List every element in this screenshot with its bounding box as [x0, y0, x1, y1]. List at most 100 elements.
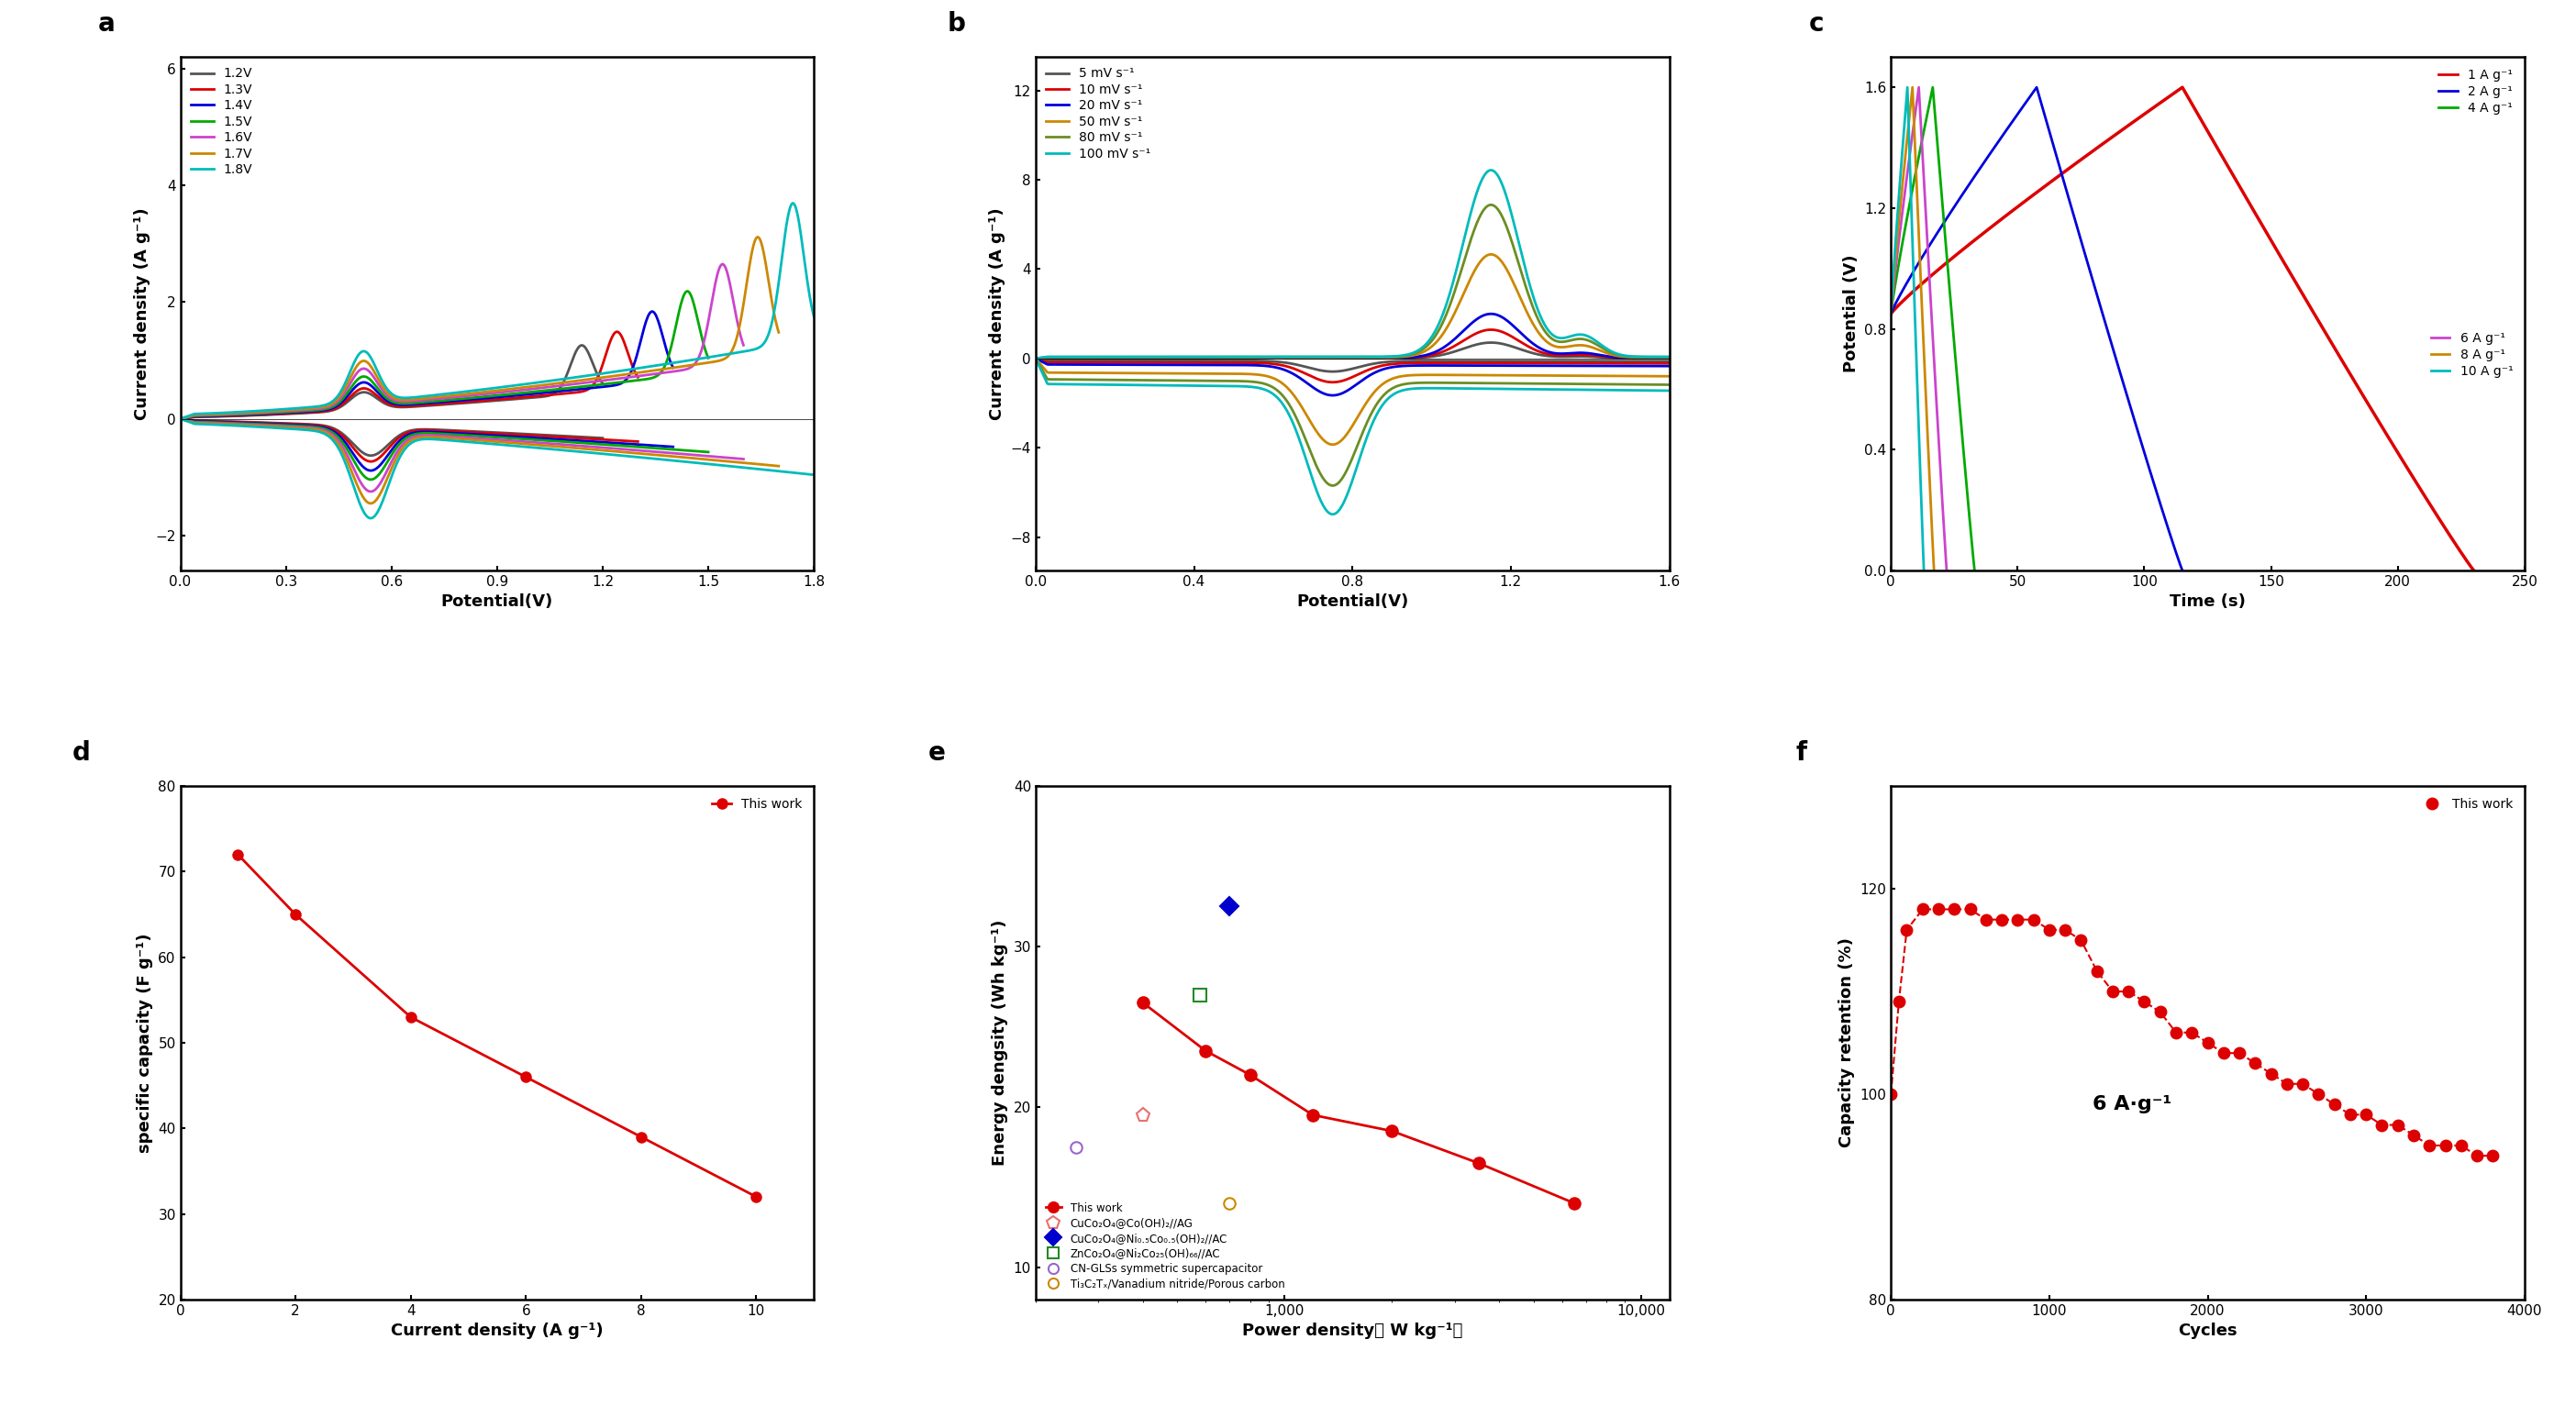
- 1.8V: [799, 308, 829, 326]
- 1.3V: [435, 394, 466, 411]
- 1.4V: [291, 403, 322, 420]
- Legend: 6 A g⁻¹, 8 A g⁻¹, 10 A g⁻¹: 6 A g⁻¹, 8 A g⁻¹, 10 A g⁻¹: [2427, 327, 2519, 383]
- 1.3V: [471, 391, 502, 408]
- This work: [222, 845, 252, 863]
- 1.8V: [278, 400, 309, 417]
- 1.4V: [495, 387, 526, 404]
- 10 A g⁻¹: [1875, 306, 1906, 323]
- This work: [1883, 992, 1914, 1010]
- 1.5V: [301, 401, 332, 418]
- 1.4V: [636, 303, 667, 320]
- 2 A g⁻¹: [2166, 563, 2197, 580]
- Text: e: e: [927, 740, 945, 765]
- 8 A g⁻¹: [1901, 191, 1932, 208]
- Line: 80 mV s⁻¹: 80 mV s⁻¹: [1036, 204, 1669, 358]
- This work: [2414, 1137, 2445, 1154]
- X-axis label: Power density（ W kg⁻¹）: Power density（ W kg⁻¹）: [1242, 1322, 1463, 1339]
- This work: [1891, 921, 1922, 938]
- 50 mV s⁻¹: [1182, 348, 1213, 366]
- 8 A g⁻¹: [1896, 84, 1927, 101]
- 1.2V: [415, 397, 446, 414]
- This work: [2239, 1055, 2269, 1072]
- This work: [1558, 1195, 1589, 1212]
- 6 A g⁻¹: [1875, 301, 1906, 318]
- Line: 4 A g⁻¹: 4 A g⁻¹: [1891, 87, 1976, 571]
- This work: [2478, 1147, 2509, 1164]
- 5 mV s⁻¹: [1499, 338, 1530, 356]
- 20 mV s⁻¹: [1499, 317, 1530, 334]
- This work: [2318, 1095, 2349, 1112]
- Line: 6 A g⁻¹: 6 A g⁻¹: [1891, 87, 1947, 571]
- 10 A g⁻¹: [1909, 563, 1940, 580]
- 6 A g⁻¹: [1904, 84, 1935, 101]
- 1.8V: [641, 357, 672, 374]
- This work: [2272, 1075, 2303, 1092]
- This work: [2398, 1127, 2429, 1144]
- 1.2V: [567, 337, 598, 354]
- 20 mV s⁻¹: [1394, 348, 1425, 366]
- 8 A g⁻¹: [1886, 186, 1917, 203]
- 50 mV s⁻¹: [1443, 296, 1473, 313]
- X-axis label: Potential(V): Potential(V): [440, 594, 554, 610]
- Line: 20 mV s⁻¹: 20 mV s⁻¹: [1036, 314, 1669, 358]
- 50 mV s⁻¹: [1499, 274, 1530, 291]
- 5 mV s⁻¹: [1394, 350, 1425, 367]
- Y-axis label: Capacity retention (%): Capacity retention (%): [1839, 938, 1855, 1148]
- This work: [2017, 911, 2048, 928]
- 1.7V: [319, 394, 350, 411]
- Text: a: a: [98, 11, 116, 37]
- 50 mV s⁻¹: [1476, 246, 1507, 263]
- 1.7V: [762, 324, 793, 341]
- 1.6V: [497, 383, 528, 400]
- Y-axis label: Current density (A g⁻¹): Current density (A g⁻¹): [134, 207, 149, 420]
- 10 mV s⁻¹: [1476, 321, 1507, 338]
- X-axis label: Time (s): Time (s): [2169, 594, 2246, 610]
- 1 A g⁻¹: [1875, 306, 1906, 323]
- This work: [281, 905, 312, 922]
- 1.8V: [451, 383, 482, 400]
- Y-axis label: Energy dengsity (Wh kg⁻¹): Energy dengsity (Wh kg⁻¹): [992, 920, 1007, 1165]
- 1.6V: [420, 391, 451, 408]
- 1.7V: [165, 410, 196, 427]
- Legend: 1.2V, 1.3V, 1.4V, 1.5V, 1.6V, 1.7V, 1.8V: 1.2V, 1.3V, 1.4V, 1.5V, 1.6V, 1.7V, 1.8V: [185, 63, 258, 180]
- Line: 1.6V: 1.6V: [180, 264, 744, 418]
- 100 mV s⁻¹: [1476, 161, 1507, 178]
- This work: [394, 1008, 425, 1025]
- This work: [1376, 1122, 1406, 1140]
- Legend: This work, CuCo₂O₄@Co(OH)₂//AG, CuCo₂O₄@Ni₀.₅Co₀.₅(OH)₂//AC, ZnCo₂O₄@Ni₂Co₂₅(OH): This work, CuCo₂O₄@Co(OH)₂//AG, CuCo₂O₄@…: [1041, 1198, 1288, 1294]
- 1.2V: [446, 394, 477, 411]
- Line: 1.3V: 1.3V: [180, 331, 639, 418]
- This work: [2287, 1075, 2318, 1092]
- 1.5V: [404, 394, 435, 411]
- This work: [742, 1188, 773, 1205]
- 100 mV s⁻¹: [1443, 253, 1473, 270]
- This work: [2367, 1117, 2398, 1134]
- 1.6V: [541, 377, 572, 394]
- This work: [2050, 921, 2081, 938]
- This work: [2208, 1044, 2239, 1061]
- 1.8V: [327, 378, 358, 396]
- 8 A g⁻¹: [1911, 434, 1942, 451]
- 8 A g⁻¹: [1875, 301, 1906, 318]
- This work: [2463, 1147, 2494, 1164]
- 20 mV s⁻¹: [1654, 350, 1685, 367]
- 4 A g⁻¹: [1947, 434, 1978, 451]
- 1.4V: [389, 396, 420, 413]
- 100 mV s⁻¹: [1020, 350, 1051, 367]
- This work: [2081, 962, 2112, 980]
- Text: 6 A·g⁻¹: 6 A·g⁻¹: [2092, 1095, 2172, 1114]
- 1 A g⁻¹: [2458, 563, 2488, 580]
- 1.2V: [240, 407, 270, 424]
- 10 mV s⁻¹: [1394, 350, 1425, 367]
- 1.4V: [456, 391, 487, 408]
- 2 A g⁻¹: [1875, 306, 1906, 323]
- 1.6V: [729, 337, 760, 354]
- Line: 5 mV s⁻¹: 5 mV s⁻¹: [1036, 343, 1669, 358]
- 8 A g⁻¹: [1919, 563, 1950, 580]
- 4 A g⁻¹: [1960, 563, 1991, 580]
- Line: 1.4V: 1.4V: [180, 311, 672, 418]
- 1.2V: [355, 386, 386, 403]
- 4 A g⁻¹: [1927, 191, 1958, 208]
- 1.8V: [587, 364, 618, 381]
- 10 mV s⁻¹: [1306, 350, 1337, 367]
